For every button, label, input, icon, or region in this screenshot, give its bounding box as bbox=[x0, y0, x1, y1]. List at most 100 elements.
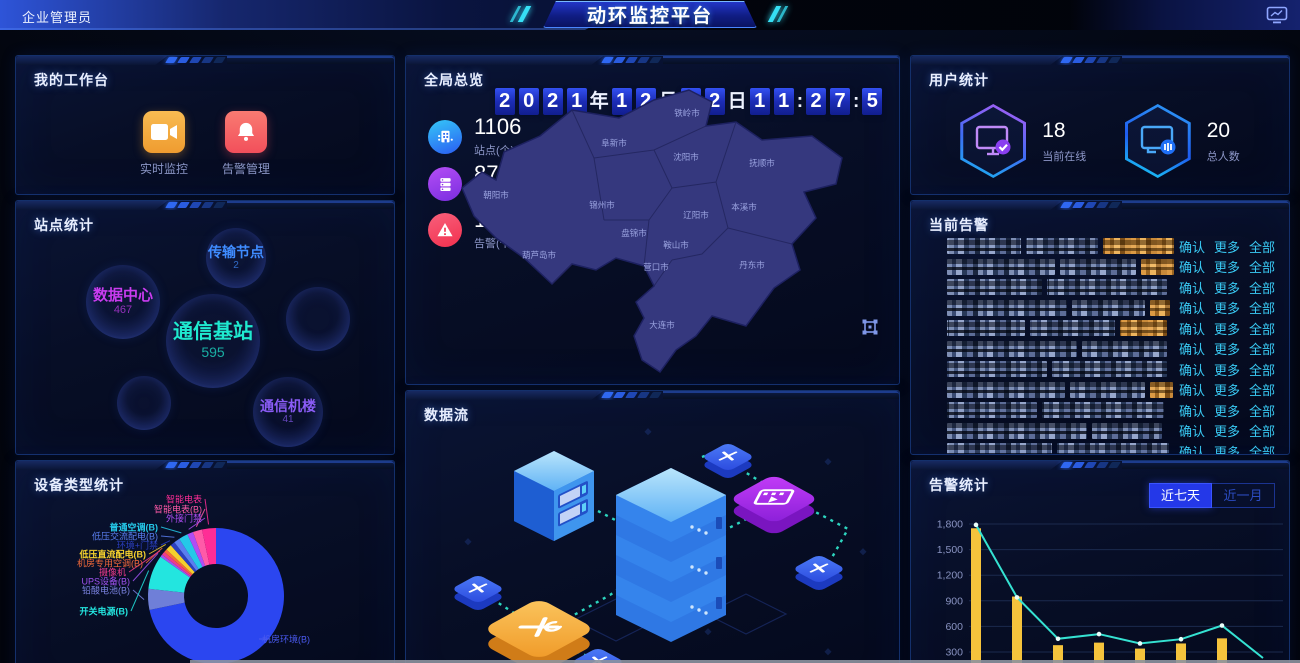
map-reset-frame-icon[interactable] bbox=[861, 318, 879, 341]
alarm-action-confirm-link[interactable]: 确认 bbox=[1178, 301, 1205, 316]
fullscreen-monitor-icon[interactable] bbox=[1266, 6, 1288, 24]
alarm-actions: 确认 更多 全部 bbox=[1179, 278, 1275, 297]
app-label: 告警管理 bbox=[221, 162, 270, 176]
donut-slice-机房环境(B)[interactable] bbox=[149, 528, 284, 663]
site-bubble-数据中心[interactable]: 数据中心 467 bbox=[86, 265, 160, 339]
alarm-action-all-link[interactable]: 全部 bbox=[1248, 424, 1275, 439]
donut-leader-line bbox=[148, 544, 166, 555]
site-bubble-empty[interactable] bbox=[117, 376, 171, 430]
switch-node-icon bbox=[795, 556, 843, 590]
donut-slice-机房专用空调(B)[interactable] bbox=[164, 549, 193, 576]
alarm-action-more-link[interactable]: 更多 bbox=[1213, 342, 1240, 357]
alarm-action-more-link[interactable]: 更多 bbox=[1213, 444, 1240, 455]
tab-last-seven-days[interactable]: 近七天 bbox=[1149, 483, 1212, 508]
alarm-action-all-link[interactable]: 全部 bbox=[1248, 403, 1275, 419]
redacted-alarm-text bbox=[947, 340, 1077, 357]
alarm-action-all-link[interactable]: 全部 bbox=[1249, 260, 1276, 275]
redacted-alarm-text bbox=[1070, 381, 1145, 398]
alarm-action-all-link[interactable]: 全部 bbox=[1248, 444, 1275, 455]
alarm-action-confirm-link[interactable]: 确认 bbox=[1178, 260, 1205, 275]
site-bubble-通信基站[interactable]: 通信基站 595 bbox=[166, 294, 260, 388]
alarm-action-all-link[interactable]: 全部 bbox=[1248, 383, 1275, 398]
city-label-本溪市[interactable]: 本溪市 bbox=[731, 202, 757, 212]
donut-label-环境+门禁: 环境+门禁 bbox=[116, 540, 158, 551]
alarm-action-more-link[interactable]: 更多 bbox=[1213, 280, 1240, 296]
redacted-alarm-text-highlight bbox=[1150, 299, 1170, 316]
redacted-alarm-text bbox=[1047, 279, 1167, 295]
alarm-action-confirm-link[interactable]: 确认 bbox=[1178, 383, 1205, 398]
alarm-action-confirm-link[interactable]: 确认 bbox=[1178, 239, 1205, 255]
alarm-action-more-link[interactable]: 更多 bbox=[1213, 403, 1240, 419]
alarm-action-more-link[interactable]: 更多 bbox=[1213, 301, 1240, 316]
donut-slice-开关电源(B)[interactable] bbox=[148, 556, 190, 593]
city-label-沈阳市[interactable]: 沈阳市 bbox=[673, 152, 699, 162]
city-label-辽阳市[interactable]: 辽阳市 bbox=[683, 210, 709, 220]
city-label-丹东市[interactable]: 丹东市 bbox=[739, 260, 765, 270]
video-icon[interactable] bbox=[143, 111, 185, 153]
city-label-铁岭市[interactable]: 铁岭市 bbox=[674, 108, 700, 118]
site-bubble-empty[interactable] bbox=[286, 287, 350, 351]
donut-slice-普通空调(B)[interactable] bbox=[179, 534, 203, 570]
bell-icon[interactable] bbox=[225, 111, 267, 153]
datetime-char: 1 bbox=[566, 88, 587, 115]
horizontal-scrollbar[interactable] bbox=[190, 660, 1300, 663]
alarm-action-more-link[interactable]: 更多 bbox=[1213, 362, 1240, 378]
alarm-action-all-link[interactable]: 全部 bbox=[1248, 321, 1275, 337]
donut-slice-铅酸电池(B)[interactable] bbox=[148, 588, 185, 610]
donut-slice-低压交流配电(B)[interactable] bbox=[174, 538, 199, 571]
alarm-action-more-link[interactable]: 更多 bbox=[1213, 239, 1240, 255]
city-label-朝阳市[interactable]: 朝阳市 bbox=[483, 190, 509, 200]
donut-slice-摄像机[interactable] bbox=[162, 552, 192, 577]
site-bubble-通信机楼[interactable]: 通信机楼 41 bbox=[253, 377, 323, 447]
donut-label-摄像机: 摄像机 bbox=[98, 567, 126, 578]
city-label-阜新市[interactable]: 阜新市 bbox=[601, 138, 627, 148]
site-bubble-传输节点[interactable]: 传输节点 2 bbox=[206, 228, 266, 288]
alarm-action-confirm-link[interactable]: 确认 bbox=[1178, 444, 1205, 455]
panel-top-decoration bbox=[406, 56, 899, 65]
city-label-抚顺市[interactable]: 抚顺市 bbox=[749, 158, 775, 168]
donut-slice-智能电表(B)[interactable] bbox=[192, 529, 210, 566]
panel-my-workbench: 我的工作台 实时监控 告警管理 bbox=[15, 55, 395, 195]
alarm-action-confirm-link[interactable]: 确认 bbox=[1178, 280, 1205, 296]
user-stat-总人数: 20 总人数 bbox=[1124, 104, 1240, 178]
donut-slice-环境+门禁[interactable] bbox=[170, 542, 197, 573]
donut-slice-低压直流配电(B)[interactable] bbox=[166, 545, 195, 575]
city-label-锦州市[interactable]: 锦州市 bbox=[589, 200, 615, 210]
alarm-action-all-link[interactable]: 全部 bbox=[1248, 239, 1275, 255]
donut-slice-外接门禁[interactable] bbox=[187, 532, 206, 567]
tool-node-icon bbox=[488, 601, 590, 663]
city-label-鞍山市[interactable]: 鞍山市 bbox=[663, 240, 689, 250]
city-label-盘锦市[interactable]: 盘锦市 bbox=[621, 228, 647, 238]
alarm-action-more-link[interactable]: 更多 bbox=[1213, 321, 1240, 337]
donut-slice-UPS设备(B)[interactable] bbox=[160, 554, 191, 578]
svg-text:600: 600 bbox=[945, 621, 963, 633]
switch-node-icon bbox=[704, 444, 752, 478]
alarm-action-all-link[interactable]: 全部 bbox=[1248, 301, 1275, 316]
alarm-action-all-link[interactable]: 全部 bbox=[1248, 280, 1275, 296]
alarm-action-confirm-link[interactable]: 确认 bbox=[1178, 321, 1205, 337]
alarm-action-more-link[interactable]: 更多 bbox=[1213, 383, 1240, 398]
alarm-action-all-link[interactable]: 全部 bbox=[1248, 342, 1275, 357]
tab-last-month[interactable]: 近一月 bbox=[1212, 483, 1275, 508]
city-label-大连市[interactable]: 大连市 bbox=[649, 320, 675, 330]
alarm-action-confirm-link[interactable]: 确认 bbox=[1178, 362, 1205, 378]
alarm-list: 确认 更多 全部 确认 更多 全部 确认 更多 全部 确认 更多 全部 确认 更多 全部 确认 更多 全部 确认 更多… bbox=[911, 201, 1289, 454]
city-label-营口市[interactable]: 营口市 bbox=[643, 262, 669, 272]
alarm-action-all-link[interactable]: 全部 bbox=[1248, 362, 1275, 378]
panel-user-stats: 用户统计 18 当前在线 20 总人数 bbox=[910, 55, 1290, 195]
background-grid-decoration bbox=[464, 428, 867, 656]
panel-title-current-alarms: 当前告警 bbox=[929, 217, 989, 233]
alarm-action-confirm-link[interactable]: 确认 bbox=[1178, 342, 1205, 357]
alarm-stats-range-tabs: 近七天 近一月 bbox=[1149, 483, 1275, 508]
alarm-action-confirm-link[interactable]: 确认 bbox=[1178, 424, 1205, 439]
city-label-葫芦岛市[interactable]: 葫芦岛市 bbox=[522, 250, 557, 260]
panel-title-workbench: 我的工作台 bbox=[34, 72, 109, 88]
alarm-action-more-link[interactable]: 更多 bbox=[1213, 424, 1240, 439]
workbench-app-realtime-monitor[interactable]: 实时监控 bbox=[134, 111, 194, 177]
alarm-action-confirm-link[interactable]: 确认 bbox=[1178, 403, 1205, 419]
workbench-app-alarm-manage[interactable]: 告警管理 bbox=[216, 111, 276, 177]
donut-slice-智能电表[interactable] bbox=[202, 528, 216, 565]
donut-label-低压交流配电(B): 低压交流配电(B) bbox=[92, 531, 158, 542]
alarm-action-more-link[interactable]: 更多 bbox=[1213, 260, 1240, 275]
